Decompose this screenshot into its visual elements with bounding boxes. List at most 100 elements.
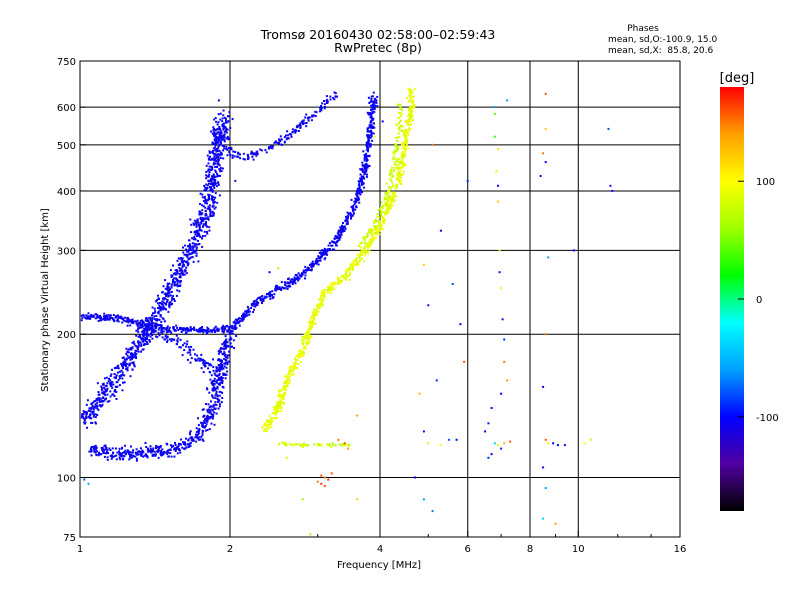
- data-point: [394, 145, 397, 148]
- data-point: [331, 444, 334, 447]
- data-point: [358, 190, 361, 193]
- data-point: [219, 137, 222, 140]
- data-point: [230, 331, 233, 334]
- data-point: [283, 382, 286, 385]
- data-point: [268, 146, 270, 149]
- data-point: [410, 114, 413, 117]
- data-point: [250, 307, 253, 309]
- data-point: [319, 251, 322, 254]
- data-point: [301, 336, 304, 339]
- data-point: [194, 233, 197, 236]
- data-point: [163, 297, 166, 299]
- data-point: [244, 310, 247, 313]
- data-point: [345, 275, 348, 278]
- data-point: [192, 260, 195, 263]
- data-point: [299, 354, 302, 357]
- data-point: [166, 443, 169, 446]
- data-point: [95, 313, 98, 316]
- data-point: [220, 141, 223, 144]
- data-point: [493, 106, 496, 109]
- data-point: [370, 132, 373, 135]
- data-point: [286, 377, 289, 380]
- data-point: [357, 187, 360, 190]
- data-point: [170, 340, 173, 343]
- data-point: [130, 320, 133, 323]
- data-point: [542, 152, 545, 155]
- data-point: [326, 285, 329, 288]
- data-point: [361, 180, 363, 183]
- data-point: [403, 163, 406, 166]
- data-point: [173, 448, 176, 451]
- data-point: [333, 91, 336, 94]
- data-point: [155, 300, 158, 303]
- data-point: [118, 456, 121, 459]
- data-point: [218, 127, 221, 130]
- y-tick-label: 200: [57, 330, 76, 341]
- data-point: [139, 335, 142, 338]
- data-point: [367, 96, 370, 99]
- data-point: [156, 336, 159, 339]
- data-point: [207, 362, 209, 365]
- data-point: [370, 100, 373, 103]
- data-point: [217, 368, 220, 371]
- data-point: [363, 246, 366, 249]
- data-point: [86, 315, 89, 318]
- data-point: [354, 258, 357, 261]
- data-point: [343, 230, 346, 232]
- data-point: [152, 328, 155, 331]
- data-point: [208, 364, 211, 367]
- data-point: [366, 232, 369, 235]
- data-point: [362, 251, 365, 253]
- data-point: [226, 324, 229, 327]
- data-point: [177, 280, 180, 283]
- data-point: [297, 279, 300, 282]
- data-point: [391, 204, 394, 207]
- data-point: [274, 405, 277, 408]
- data-point: [319, 257, 322, 260]
- data-point: [118, 447, 121, 450]
- data-point: [220, 364, 223, 366]
- data-point: [231, 330, 234, 333]
- data-point: [143, 344, 145, 346]
- data-point: [315, 308, 318, 311]
- data-point: [199, 358, 202, 361]
- data-point: [207, 205, 210, 208]
- data-point: [104, 394, 107, 397]
- data-point: [422, 263, 425, 266]
- data-point: [219, 112, 222, 115]
- data-point: [370, 238, 373, 241]
- data-point: [299, 349, 302, 352]
- data-point: [233, 327, 236, 330]
- data-point: [333, 241, 335, 244]
- data-point: [215, 175, 218, 178]
- data-point: [388, 186, 391, 188]
- data-point: [362, 182, 365, 185]
- data-point: [365, 156, 368, 158]
- data-point: [323, 107, 326, 110]
- data-point: [216, 141, 219, 144]
- data-point: [106, 400, 109, 403]
- data-point: [287, 278, 289, 281]
- data-point: [169, 444, 172, 447]
- data-point: [223, 365, 226, 368]
- data-point: [93, 450, 96, 453]
- data-point: [213, 411, 216, 414]
- data-point: [219, 157, 222, 159]
- data-point: [506, 99, 509, 102]
- data-point: [128, 319, 131, 322]
- data-point: [126, 316, 129, 319]
- data-point: [295, 355, 298, 358]
- data-point: [164, 297, 167, 300]
- data-point: [139, 451, 142, 454]
- data-point: [337, 438, 340, 441]
- data-point: [131, 361, 134, 364]
- data-point: [143, 454, 146, 457]
- data-point: [160, 331, 163, 334]
- data-point: [357, 253, 359, 256]
- data-point: [377, 227, 380, 230]
- data-point: [295, 277, 298, 280]
- data-point: [94, 405, 97, 408]
- data-point: [190, 329, 192, 332]
- data-point: [311, 322, 314, 325]
- data-point: [228, 111, 231, 114]
